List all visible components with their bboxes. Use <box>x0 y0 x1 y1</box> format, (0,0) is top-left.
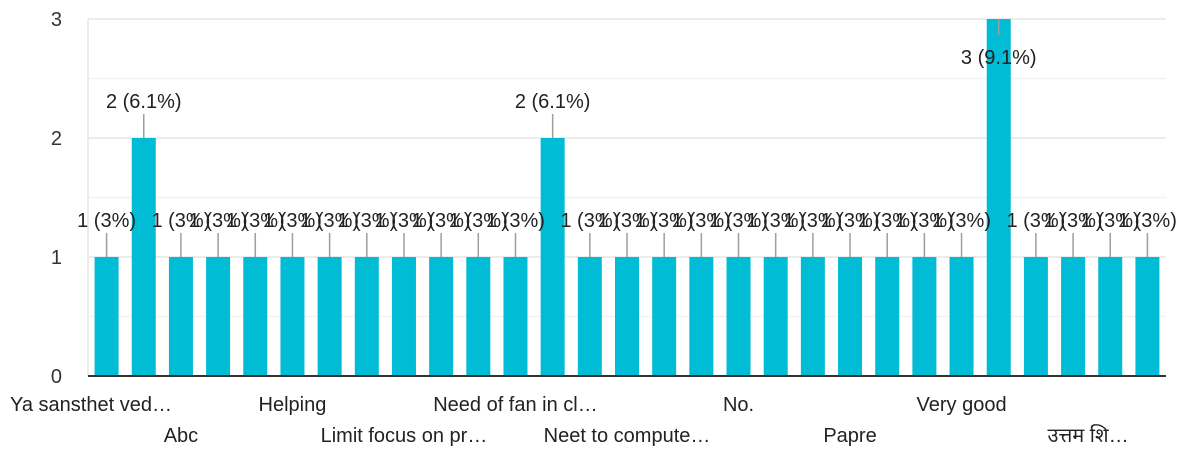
data-label: 1 (3%) <box>189 210 248 232</box>
bar <box>615 257 639 376</box>
bar <box>949 257 974 376</box>
data-label: 1 (3%) <box>746 210 805 232</box>
bars <box>94 19 1160 376</box>
bar <box>466 257 491 376</box>
bar <box>243 257 268 376</box>
data-label: 1 (3%) <box>226 210 285 232</box>
x-tick-label: Neet to compute… <box>544 425 711 447</box>
data-label: 1 (3%) <box>709 210 768 232</box>
data-label: 1 (3%) <box>77 210 136 232</box>
bar <box>540 138 565 376</box>
x-tick-label: Abc <box>164 425 198 447</box>
bar <box>986 19 1011 376</box>
bar <box>912 257 937 376</box>
x-tick-label: Papre <box>823 425 876 447</box>
bar <box>838 257 863 376</box>
x-tick-label: Limit focus on pr… <box>321 425 488 447</box>
data-label: 1 (3%) <box>1118 210 1177 232</box>
data-label: 1 (3%) <box>337 210 396 232</box>
bar <box>429 257 454 376</box>
data-label: 1 (3%) <box>932 210 991 232</box>
bar <box>800 257 825 376</box>
x-tick-label: Need of fan in cl… <box>433 394 598 416</box>
y-tick-label: 0 <box>51 366 62 388</box>
bar <box>206 257 231 376</box>
bar <box>1061 257 1086 376</box>
data-label: 1 (3%) <box>375 210 434 232</box>
bar <box>652 257 677 376</box>
data-label: 2 (6.1%) <box>515 91 591 113</box>
bar <box>689 257 714 376</box>
x-axis-ticks: Ya sansthet ved… Abc Helping Limit focus on… <box>10 394 1129 447</box>
bar <box>1135 257 1160 376</box>
bar <box>94 257 119 376</box>
bar <box>168 257 193 376</box>
data-label: 1 (3%) <box>783 210 842 232</box>
data-label: 1 (3%) <box>263 210 322 232</box>
x-tick-label: No. <box>723 394 754 416</box>
gridlines <box>87 18 1166 376</box>
data-label: 1 (3%) <box>598 210 657 232</box>
bar <box>1098 257 1123 376</box>
data-label: 1 (3%) <box>1081 210 1140 232</box>
data-label: 1 (3%) <box>635 210 694 232</box>
bar <box>1023 257 1048 376</box>
bar <box>391 257 416 376</box>
bar <box>875 257 900 376</box>
bar <box>354 257 379 376</box>
x-tick-label: उत्तम शि… <box>1048 424 1129 447</box>
data-label: 1 (3%) <box>449 210 508 232</box>
data-label: 1 (3%) <box>560 210 619 232</box>
bar <box>131 138 156 376</box>
data-label: 1 (3%) <box>300 210 359 232</box>
y-tick-label: 3 <box>51 9 62 31</box>
y-tick-label: 2 <box>51 128 62 150</box>
data-label: 3 (9.1%) <box>961 47 1037 69</box>
data-label: 1 (3%) <box>895 210 954 232</box>
y-tick-label: 1 <box>51 247 62 269</box>
data-label: 1 (3%) <box>821 210 880 232</box>
x-tick-label: Helping <box>259 394 327 416</box>
data-label: 1 (3%) <box>1044 210 1103 232</box>
bar <box>577 257 602 376</box>
data-label: 1 (3%) <box>672 210 731 232</box>
data-label: 1 (3%) <box>1006 210 1065 232</box>
x-tick-label: Ya sansthet ved… <box>10 394 172 416</box>
data-labels: 1 (3%)2 (6.1%)1 (3%)1 (3%)1 (3%)1 (3%)1 … <box>77 19 1177 257</box>
bar <box>317 257 342 376</box>
data-label: 2 (6.1%) <box>106 91 182 113</box>
x-tick-label: Very good <box>917 394 1007 416</box>
data-label: 1 (3%) <box>151 210 210 232</box>
bar <box>280 257 305 376</box>
data-label: 1 (3%) <box>858 210 917 232</box>
bar <box>503 257 528 376</box>
bar <box>763 257 788 376</box>
bar <box>726 257 751 376</box>
data-label: 1 (3%) <box>486 210 545 232</box>
y-axis-ticks: 0 1 2 3 <box>51 9 62 388</box>
data-label: 1 (3%) <box>412 210 471 232</box>
